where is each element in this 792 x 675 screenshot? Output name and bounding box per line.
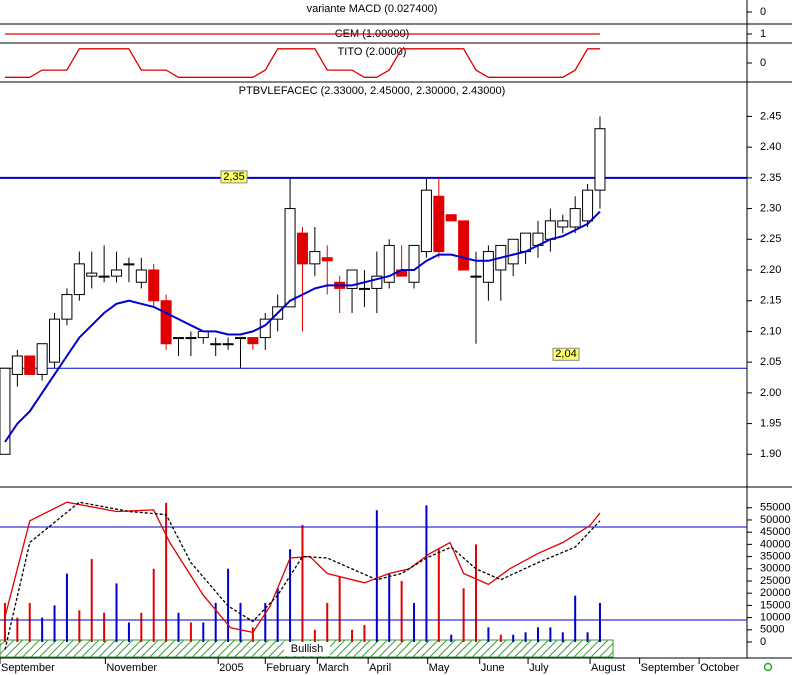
y-tick-label: 0 <box>760 636 766 648</box>
level-label: 2,04 <box>555 348 576 360</box>
y-tick-label: 2.30 <box>760 202 781 214</box>
y-tick-label: 2.15 <box>760 295 781 307</box>
candle-body <box>0 367 11 455</box>
x-tick-label: October <box>700 662 739 674</box>
candle-body <box>123 263 135 266</box>
candle-body <box>296 232 308 265</box>
candle-body <box>420 189 432 253</box>
y-tick-label: 5000 <box>760 624 784 636</box>
candle-body <box>222 343 234 346</box>
x-tick-label: April <box>369 662 391 674</box>
candle-body <box>24 355 36 375</box>
candle-body <box>582 189 594 222</box>
y-tick-label: 2.45 <box>760 110 781 122</box>
oscillator-line <box>4 501 601 650</box>
candle-body <box>445 214 457 222</box>
candle-body <box>210 343 222 346</box>
y-tick-label: 55000 <box>760 502 791 514</box>
candle-body <box>160 300 172 345</box>
y-tick-label: 0 <box>760 57 766 69</box>
moving-average <box>4 210 601 443</box>
candle-body <box>321 257 333 262</box>
candle-body <box>36 343 48 375</box>
x-tick-label: September <box>641 662 695 674</box>
y-tick-label: 35000 <box>760 550 791 562</box>
y-tick-label: 15000 <box>760 599 791 611</box>
y-tick-label: 1 <box>760 28 766 40</box>
level-label: 2,35 <box>223 171 244 183</box>
y-tick-label: 20000 <box>760 587 791 599</box>
y-tick-label: 40000 <box>760 538 791 550</box>
candle-body <box>234 337 246 340</box>
status-icon <box>763 662 773 672</box>
y-tick-label: 2.00 <box>760 387 781 399</box>
y-tick-label: 10000 <box>760 611 791 623</box>
y-tick-label: 30000 <box>760 563 791 575</box>
candle-body <box>470 275 482 278</box>
candle-body <box>173 337 185 340</box>
y-tick-label: 2.25 <box>760 233 781 245</box>
oscillator-line <box>4 501 601 634</box>
x-tick-label: August <box>591 662 625 674</box>
level-label-box <box>220 170 248 184</box>
y-tick-label: 2.40 <box>760 141 781 153</box>
x-tick-label: November <box>106 662 157 674</box>
x-tick-label: September <box>1 662 55 674</box>
candle-body <box>433 195 445 253</box>
candle-body <box>135 269 147 283</box>
x-tick-label: March <box>318 662 349 674</box>
y-tick-label: 0 <box>760 6 766 18</box>
y-tick-label: 2.10 <box>760 325 781 337</box>
candle-body <box>284 208 296 308</box>
candle-body <box>247 337 259 345</box>
indicator-line <box>5 48 600 78</box>
candle-body <box>408 244 420 283</box>
candle-body <box>544 220 556 240</box>
y-tick-label: 50000 <box>760 514 791 526</box>
candle-body <box>557 220 569 228</box>
y-tick-label: 1.90 <box>760 448 781 460</box>
candle-body <box>73 263 85 296</box>
signal-label-box <box>284 641 330 656</box>
x-tick-label: July <box>529 662 549 674</box>
y-tick-label: 25000 <box>760 575 791 587</box>
level-label-box <box>552 347 580 361</box>
candle-body <box>482 251 494 283</box>
x-tick-label: 2005 <box>219 662 243 674</box>
candle-body <box>185 337 197 340</box>
candle-body <box>383 244 395 283</box>
x-tick-label: May <box>429 662 450 674</box>
candle-body <box>569 208 581 228</box>
y-tick-label: 2.05 <box>760 356 781 368</box>
candle-body <box>594 128 606 191</box>
y-tick-label: 1.95 <box>760 417 781 429</box>
panel-title: TITO (2.0000) <box>338 46 407 58</box>
x-tick-label: February <box>266 662 311 674</box>
x-tick-label: June <box>481 662 505 674</box>
candle-body <box>61 294 73 320</box>
panel-title: PTBVLEFACEC (2.33000, 2.45000, 2.30000, … <box>239 85 506 97</box>
candle-body <box>11 355 23 375</box>
y-tick-label: 2.35 <box>760 172 781 184</box>
y-tick-label: 45000 <box>760 526 791 538</box>
candle-body <box>98 275 110 278</box>
candle-body <box>86 272 98 277</box>
candle-body <box>458 220 470 271</box>
candle-body <box>507 238 519 265</box>
panel-title: variante MACD (0.027400) <box>307 3 438 15</box>
y-tick-label: 2.20 <box>760 264 781 276</box>
signal-label: Bullish <box>291 643 323 655</box>
candle-body <box>49 318 61 363</box>
candle-body <box>371 275 383 289</box>
candle-body <box>148 269 160 302</box>
candle-body <box>346 269 358 289</box>
candle-body <box>309 251 321 265</box>
candle-body <box>111 269 123 277</box>
candle-body <box>358 287 370 290</box>
